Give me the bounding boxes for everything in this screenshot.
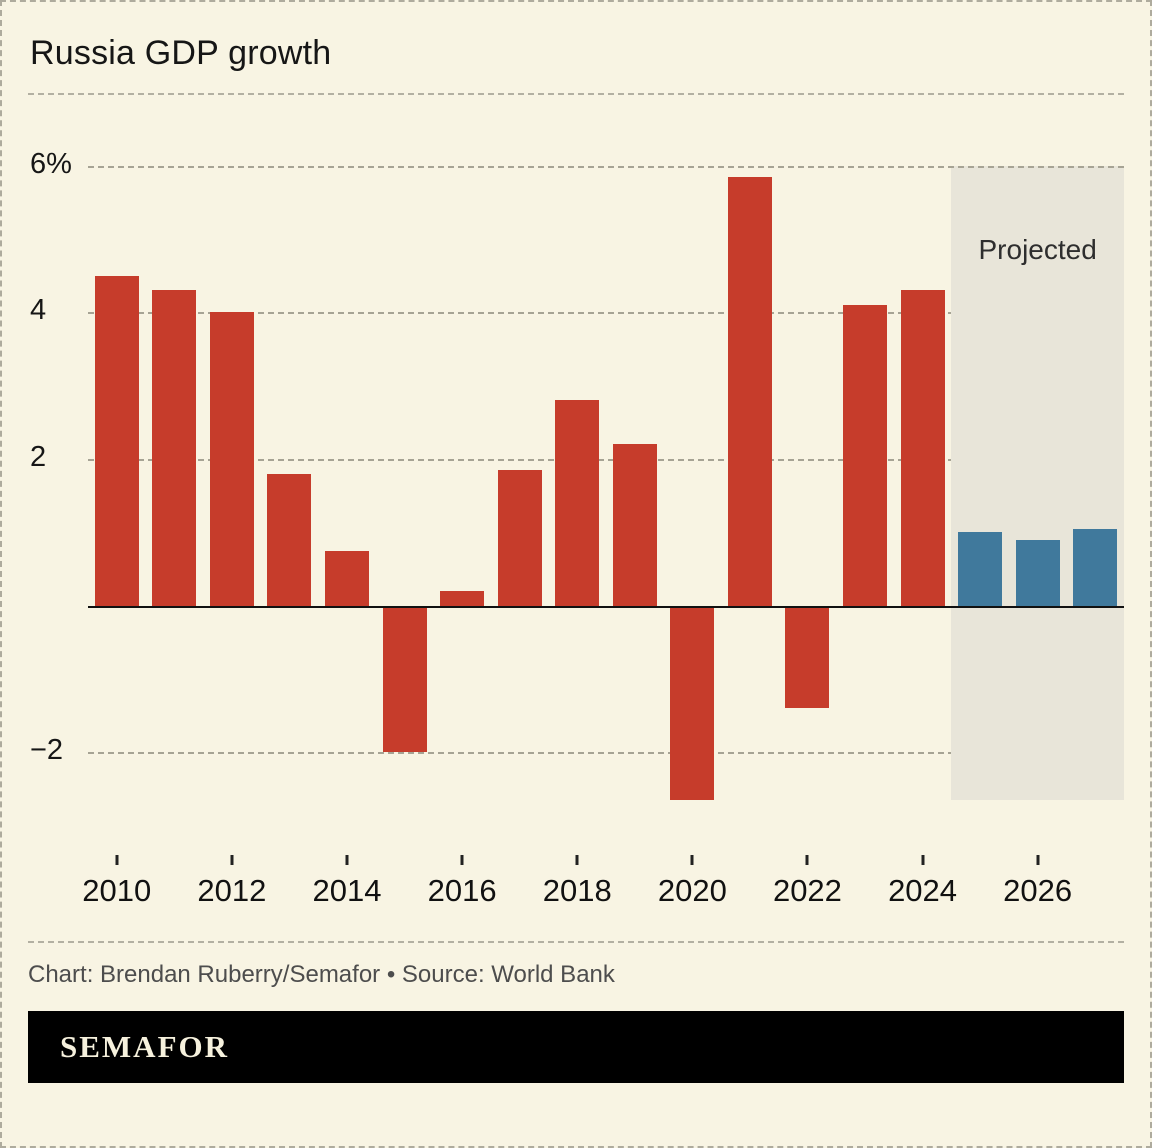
bar-2010 [94,275,139,606]
bar-2024 [900,290,945,606]
bar-2011 [152,290,197,606]
x-tick-label: 2026 [1003,873,1073,908]
x-tick-label: 2024 [888,873,958,908]
x-tick-2018 [575,855,579,865]
bar-2012 [209,312,254,606]
x-tick-label: 2012 [197,873,267,908]
x-tick-2026 [1036,855,1040,865]
bar-2015 [382,605,427,753]
x-axis: 2010 2012 2014 2016 2018 2020 2022 2024 2026 [82,811,1124,941]
y-axis: 6% 4 2 −2 [28,147,86,811]
projected-region: Projected [951,165,1124,800]
bar-2017 [497,470,542,606]
bar-2016 [440,591,485,606]
x-tick-label: 2010 [82,873,152,908]
x-tick-label: 2020 [657,873,727,908]
x-tick-2012 [230,855,234,865]
gridline-2 [88,459,1124,461]
gridline-6 [88,165,1124,168]
x-tick-2014 [345,855,349,865]
x-tick-2020 [690,855,694,865]
bar-2021 [727,176,772,606]
bar-2023 [843,305,887,606]
x-tick-2024 [921,855,925,865]
zero-baseline [88,605,1124,608]
bar-2019 [612,444,657,606]
x-tick-label: 2018 [542,873,612,908]
y-tick-label: 4 [30,294,47,327]
gridline--2 [88,752,1124,755]
plot-area: Projected [88,151,1124,811]
x-tick-2010 [115,855,119,865]
semafor-logo: SEMAFOR [60,1029,229,1064]
x-tick-2022 [805,855,809,865]
bottom-divider [28,941,1124,943]
brand-bar: SEMAFOR [28,1011,1124,1083]
bar-2027 [1073,528,1118,606]
x-tick-2016 [460,855,464,865]
credit-line: Chart: Brendan Ruberry/Semafor • Source:… [28,961,615,988]
projected-label: Projected [978,233,1097,265]
bar-2025 [958,532,1003,606]
bar-2014 [325,550,369,606]
bar-2018 [555,400,600,606]
bar-2022 [785,605,830,709]
bar-2020 [670,605,715,800]
top-divider [28,93,1124,95]
x-tick-label: 2016 [427,873,497,908]
chart-title: Russia GDP growth [30,34,332,72]
x-tick-label: 2022 [772,873,842,908]
bar-2013 [267,473,312,606]
y-tick-label: 2 [30,441,47,474]
gridline-4 [88,312,1124,315]
bar-chart: 6% 4 2 −2 Projected 2010 2012 2014 2016 2018 202… [28,97,1124,941]
y-tick-label: −2 [30,734,64,767]
bar-2026 [1015,539,1060,606]
y-tick-label: 6% [30,147,72,180]
x-tick-label: 2014 [312,873,382,908]
